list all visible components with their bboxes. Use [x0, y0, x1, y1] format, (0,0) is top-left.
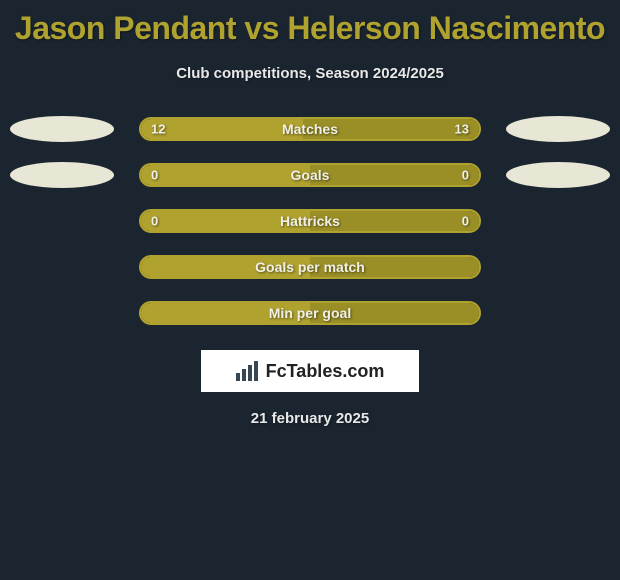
player-marker-left: [10, 116, 114, 142]
logo-text: FcTables.com: [266, 361, 385, 382]
bar-fill-left: [141, 165, 310, 185]
bar-fill-left: [141, 211, 310, 231]
bar-fill-left: [141, 119, 303, 139]
bar-fill-left: [141, 303, 310, 323]
stat-bar: Min per goal: [139, 301, 481, 325]
comparison-rows: Matches1213 Goals00 Hattricks00 Goals per m…: [0, 106, 620, 336]
bar-fill-right: [303, 119, 479, 139]
date-text: 21 february 2025: [0, 410, 620, 427]
bar-fill-left: [141, 257, 310, 277]
stat-bar: Goals per match: [139, 255, 481, 279]
stat-row: Min per goal: [0, 290, 620, 336]
subtitle: Club competitions, Season 2024/2025: [0, 65, 620, 82]
bar-fill-right: [310, 303, 479, 323]
bar-fill-right: [310, 257, 479, 277]
bars-icon: [236, 361, 260, 381]
fctables-logo: FcTables.com: [201, 350, 419, 392]
stat-bar: Matches1213: [139, 117, 481, 141]
stat-row: Goals00: [0, 152, 620, 198]
player-marker-right: [506, 162, 610, 188]
player-marker-left: [10, 162, 114, 188]
stat-row: Matches1213: [0, 106, 620, 152]
stat-bar: Goals00: [139, 163, 481, 187]
bar-fill-right: [310, 165, 479, 185]
stat-row: Hattricks00: [0, 198, 620, 244]
stat-row: Goals per match: [0, 244, 620, 290]
page-title: Jason Pendant vs Helerson Nascimento: [0, 0, 620, 47]
stat-bar: Hattricks00: [139, 209, 481, 233]
bar-fill-right: [310, 211, 479, 231]
player-marker-right: [506, 116, 610, 142]
